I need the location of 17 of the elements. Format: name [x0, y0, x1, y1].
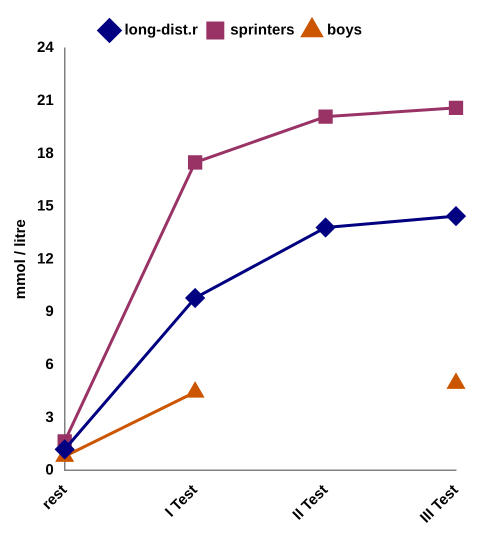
y-tick-label: 9	[45, 303, 54, 320]
y-tick-label: 0	[45, 462, 54, 479]
legend-label: boys	[327, 22, 362, 39]
y-tick-label: 21	[36, 92, 54, 109]
y-tick-label: 18	[36, 144, 54, 162]
y-axis-title: mmol / litre	[12, 219, 30, 300]
y-tick-label: 24	[36, 39, 54, 56]
x-tick-label: rest	[38, 482, 70, 514]
legend-label: sprinters	[230, 22, 295, 39]
x-tick-label: II Test	[289, 482, 332, 524]
legend-label: long-dist.r	[124, 22, 198, 39]
y-tick-label: 12	[36, 250, 54, 268]
x-tick-label: III Test	[416, 482, 462, 526]
x-tick-label: I Test	[162, 482, 201, 521]
y-tick-label: 3	[45, 408, 54, 426]
y-tick-label: 15	[36, 198, 54, 215]
y-tick-label: 6	[45, 356, 54, 373]
